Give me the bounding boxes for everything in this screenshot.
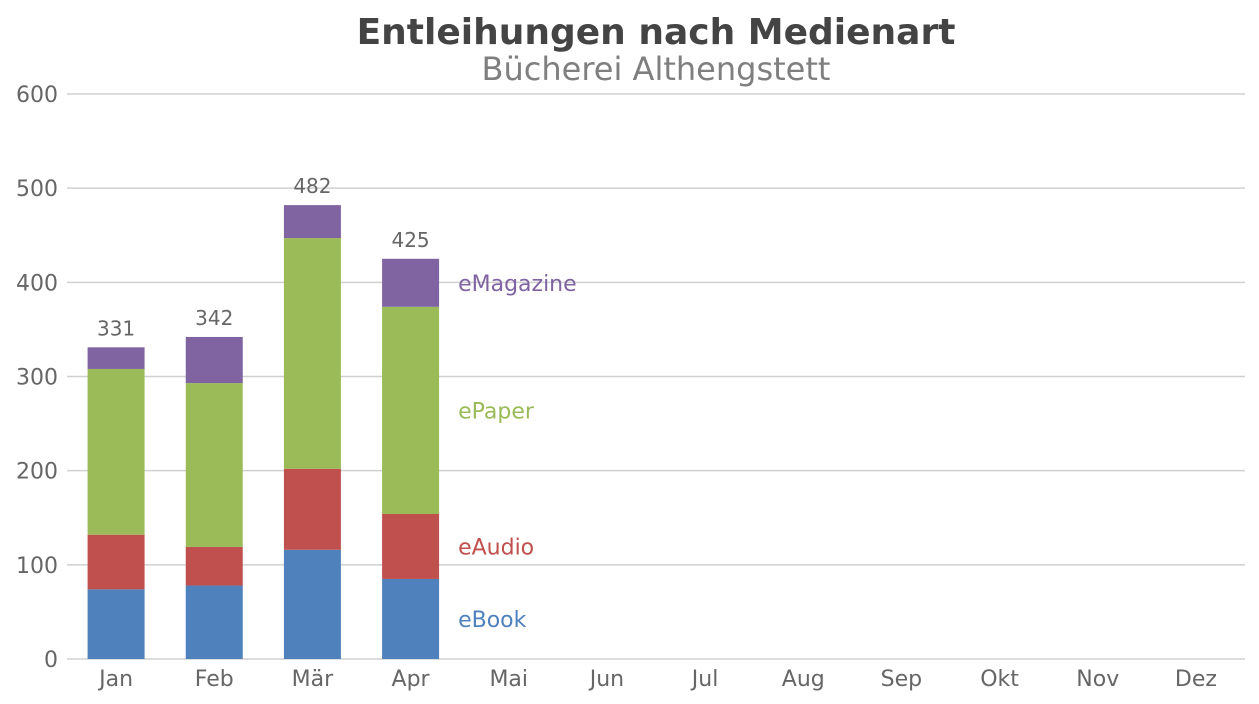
bar-ebook-apr [382,578,440,659]
x-tick-label: Feb [195,667,234,692]
x-tick-label: Okt [980,667,1019,692]
series-label-eaudio: eAudio [458,535,534,560]
series-label-epaper: ePaper [458,399,535,424]
bar-emagazine-jan [87,347,145,369]
total-label: 425 [391,228,429,252]
bar-ebook-jan [87,589,145,659]
bar-eaudio-apr [382,513,440,579]
x-tick-label: Dez [1175,667,1217,692]
total-label: 482 [293,174,331,198]
y-tick-label: 500 [16,177,58,202]
bars [87,205,440,659]
x-tick-label: Mär [292,667,334,692]
bar-ebook-feb [185,585,243,659]
y-tick-label: 200 [16,460,58,485]
y-tick-label: 300 [16,366,58,391]
total-label: 342 [195,306,233,330]
bar-eaudio-mär [283,468,341,550]
bar-eaudio-jan [87,534,145,590]
bar-emagazine-apr [382,258,440,307]
series-label-emagazine: eMagazine [458,272,577,297]
x-tick-label: Jul [690,667,719,692]
x-tick-label: Nov [1076,667,1119,692]
bar-ebook-mär [283,549,341,659]
x-tick-label: Jun [588,667,624,692]
chart-title: Entleihungen nach Medienart [357,12,956,53]
x-tick-label: Apr [392,667,431,692]
bar-epaper-jan [87,368,145,535]
grid-lines [67,93,1245,660]
chart-subtitle: Bücherei Althengstett [482,50,831,88]
labels: 0 100 200 300 400 500 600 Jan Feb Mär Apr Mai Jun Jul… [16,83,1217,692]
x-tick-label: Sep [881,667,922,692]
bar-epaper-mär [283,238,341,469]
bar-emagazine-feb [185,336,243,384]
y-tick-label: 100 [16,554,58,579]
y-tick-label: 400 [16,271,58,296]
y-tick-label: 600 [16,83,58,108]
bar-epaper-feb [185,383,243,547]
x-tick-label: Aug [782,667,825,692]
bar-emagazine-mär [283,205,341,239]
x-tick-label: Jan [97,667,133,692]
bar-eaudio-feb [185,546,243,586]
x-tick-label: Mai [489,667,528,692]
bar-epaper-apr [382,306,440,514]
total-label: 331 [97,316,135,340]
y-tick-label: 0 [44,648,58,673]
series-label-ebook: eBook [458,608,527,633]
